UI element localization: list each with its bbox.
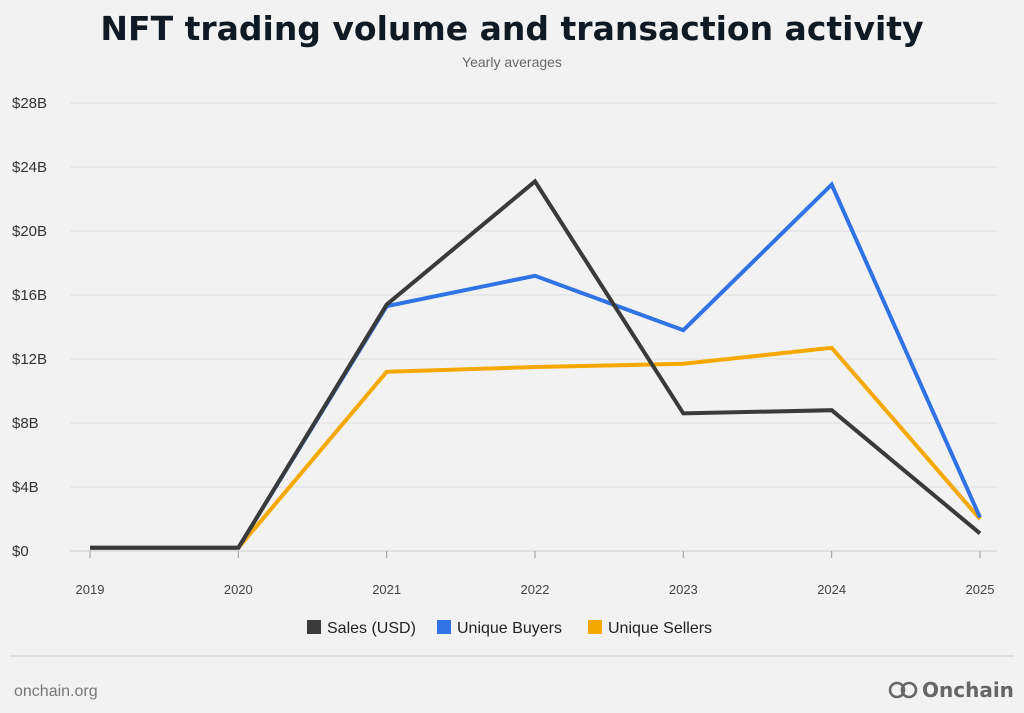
x-tick-label: 2025	[966, 582, 995, 597]
x-tick-label: 2022	[521, 582, 550, 597]
legend: Sales (USD) Unique Buyers Unique Sellers	[307, 620, 712, 637]
x-tick-label: 2019	[76, 582, 105, 597]
footer-source[interactable]: onchain.org	[14, 683, 98, 700]
onchain-logo-icon	[888, 681, 918, 699]
x-tick-label: 2024	[817, 582, 846, 597]
y-tick-label: $16B	[12, 287, 47, 304]
brand-name: Onchain	[922, 678, 1014, 702]
series-line-unique-sellers	[90, 345, 982, 550]
series-line-sales-usd	[90, 178, 982, 550]
legend-swatch	[307, 620, 321, 634]
chart-title: NFT trading volume and transaction activ…	[100, 9, 923, 48]
x-tick-label: 2020	[224, 582, 253, 597]
legend-label: Sales (USD)	[327, 620, 416, 637]
x-tick-label: 2023	[669, 582, 698, 597]
legend-label: Unique Buyers	[457, 620, 562, 637]
x-tick-label: 2021	[372, 582, 401, 597]
chart-subtitle: Yearly averages	[462, 54, 562, 70]
legend-swatch	[437, 620, 451, 634]
y-tick-label: $8B	[12, 415, 39, 432]
y-tick-label: $28B	[12, 95, 47, 112]
y-tick-label: $20B	[12, 223, 47, 240]
y-tick-label: $0	[12, 543, 29, 560]
legend-label: Unique Sellers	[608, 620, 712, 637]
y-tick-label: $24B	[12, 159, 47, 176]
grid-lines	[70, 102, 997, 552]
series-lines	[90, 178, 982, 550]
x-axis: 2019 2020 2021 2022 2023 2024 2025	[76, 551, 995, 597]
legend-swatch	[588, 620, 602, 634]
y-axis: $0 $4B $8B $12B $16B $20B $24B $28B	[12, 95, 47, 560]
y-tick-label: $4B	[12, 479, 39, 496]
y-tick-label: $12B	[12, 351, 47, 368]
